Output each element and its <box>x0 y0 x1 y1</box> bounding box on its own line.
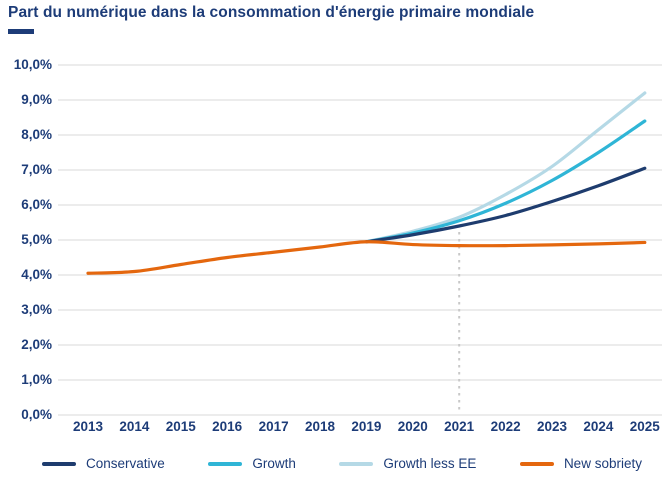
x-axis-label: 2013 <box>72 419 104 434</box>
x-axis-label: 2018 <box>304 419 336 434</box>
y-axis-label: 1,0% <box>21 372 52 387</box>
legend-item-growth: Growth <box>208 456 296 471</box>
legend-item-conservative: Conservative <box>42 456 165 471</box>
x-axis-label: 2021 <box>444 419 475 434</box>
series-line-conservative <box>364 166 647 244</box>
series-line-growth <box>364 119 647 244</box>
x-axis-label: 2023 <box>536 419 568 434</box>
x-axis-label: 2020 <box>397 419 428 434</box>
series-line-new-sobriety <box>86 240 647 275</box>
legend-item-growth-less-ee: Growth less EE <box>339 456 476 471</box>
legend-item-new-sobriety: New sobriety <box>519 456 642 471</box>
legend-label: New sobriety <box>563 456 642 471</box>
legend: Conservative Growth Growth less EE New sobr… <box>42 456 642 471</box>
x-axis-label: 2025 <box>629 419 660 434</box>
legend-swatch-icon <box>208 461 243 466</box>
y-axis-label: 7,0% <box>21 162 52 177</box>
y-axis-label: 10,0% <box>13 57 52 72</box>
y-axis-label: 5,0% <box>21 232 52 247</box>
legend-swatch-icon <box>42 461 76 466</box>
y-axis-label: 3,0% <box>21 302 52 317</box>
y-axis-label: 6,0% <box>21 197 52 212</box>
y-axis-label: 9,0% <box>21 92 52 107</box>
legend-swatch-icon <box>519 461 554 466</box>
chart-title: Part du numérique dans la consommation d… <box>8 4 535 21</box>
x-axis-label: 2016 <box>212 419 243 434</box>
legend-label: Conservative <box>86 456 165 471</box>
x-axis-label: 2015 <box>165 419 196 434</box>
x-axis-label: 2024 <box>583 419 614 434</box>
x-axis-label: 2017 <box>258 419 289 434</box>
y-axis-label: 2,0% <box>21 337 52 352</box>
legend-label: Growth <box>252 456 296 471</box>
legend-label: Growth less EE <box>383 456 477 471</box>
y-axis-label: 4,0% <box>21 267 52 282</box>
legend-swatch-icon <box>339 461 374 466</box>
y-axis-label: 8,0% <box>21 127 52 142</box>
title-underline-bar <box>8 29 34 34</box>
series-line-growth-less-ee <box>364 91 647 244</box>
x-axis-label: 2022 <box>490 419 521 434</box>
x-axis-label: 2019 <box>351 419 382 434</box>
y-axis-label: 0,0% <box>21 407 52 422</box>
x-axis-label: 2014 <box>119 419 150 434</box>
